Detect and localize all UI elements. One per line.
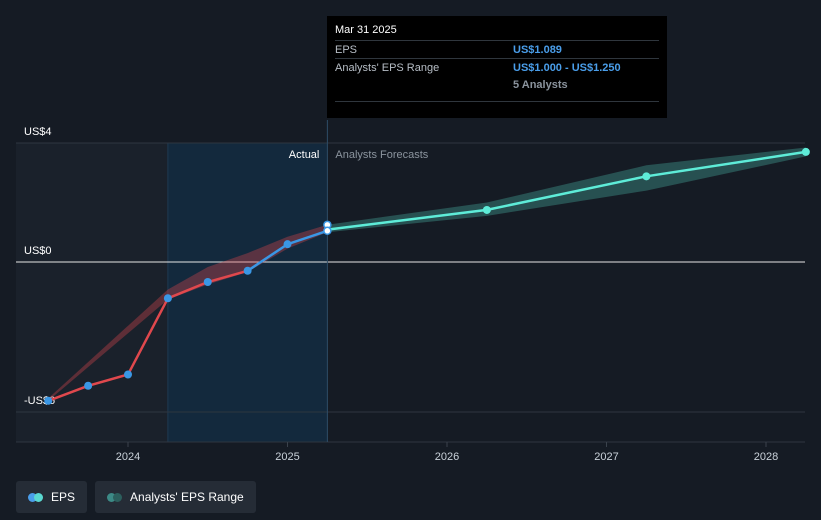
actual-highlight [167,143,328,442]
legend-eps-label: EPS [51,490,76,504]
tooltip-analysts: 5 Analysts [513,78,568,91]
eps-point-pos-2 [283,240,292,249]
present-marker [323,226,332,236]
tooltip-range-value: US$1.000 - US$1.250 [513,61,621,74]
legend-range-label: Analysts' EPS Range [130,490,244,504]
eps-line-negative [47,297,170,402]
y-tick-label-0: US$4 [24,126,52,138]
eps-point-pos-0 [203,278,212,286]
past-background [16,143,168,442]
x-tick-label-2024: 2024 [116,451,140,463]
eps-point-neg-1 [84,381,93,390]
x-tick-label-2027: 2027 [594,451,618,463]
eps-point-neg-2 [124,370,132,379]
tooltip-row-range: Analysts' EPS Range US$1.000 - US$1.250 [335,58,659,76]
tooltip-date: Mar 31 2025 [335,24,397,36]
tooltip-row-analysts: 5 Analysts [335,76,659,93]
eps-point-neg-3 [163,294,172,303]
x-tick-label-2028: 2028 [754,451,778,463]
forecast-line [327,150,807,231]
legend-eps-button[interactable]: EPS [16,481,88,513]
range-legend-icon [107,492,123,502]
eps-legend-icon [28,492,43,502]
forecast-label: Analysts Forecasts [335,149,428,161]
past-estimate-band [48,224,328,401]
tooltip-eps-label: EPS [335,43,358,56]
forecast-point-2 [801,147,810,156]
x-tick-label-2025: 2025 [275,451,299,463]
y-tick-label-1: US$0 [24,245,52,257]
tooltip-row-eps: EPS US$1.089 [335,40,659,58]
eps-point-pos-1 [243,266,252,275]
forecast-point-1 [642,172,651,181]
eps-point-neg-0 [44,396,53,405]
x-tick-label-2026: 2026 [435,451,459,463]
tooltip-divider [335,101,659,102]
forecast-point-0 [482,205,491,214]
tooltip-range-label: Analysts' EPS Range [335,61,440,74]
tooltip: Mar 31 2025 EPS US$1.089 Analysts' EPS R… [327,16,667,118]
forecast-range-band [327,147,806,233]
legend: EPS Analysts' EPS Range [16,481,256,513]
legend-range-button[interactable]: Analysts' EPS Range [95,481,256,513]
tooltip-eps-value: US$1.089 [513,43,562,56]
actual-label: Actual [289,149,320,161]
